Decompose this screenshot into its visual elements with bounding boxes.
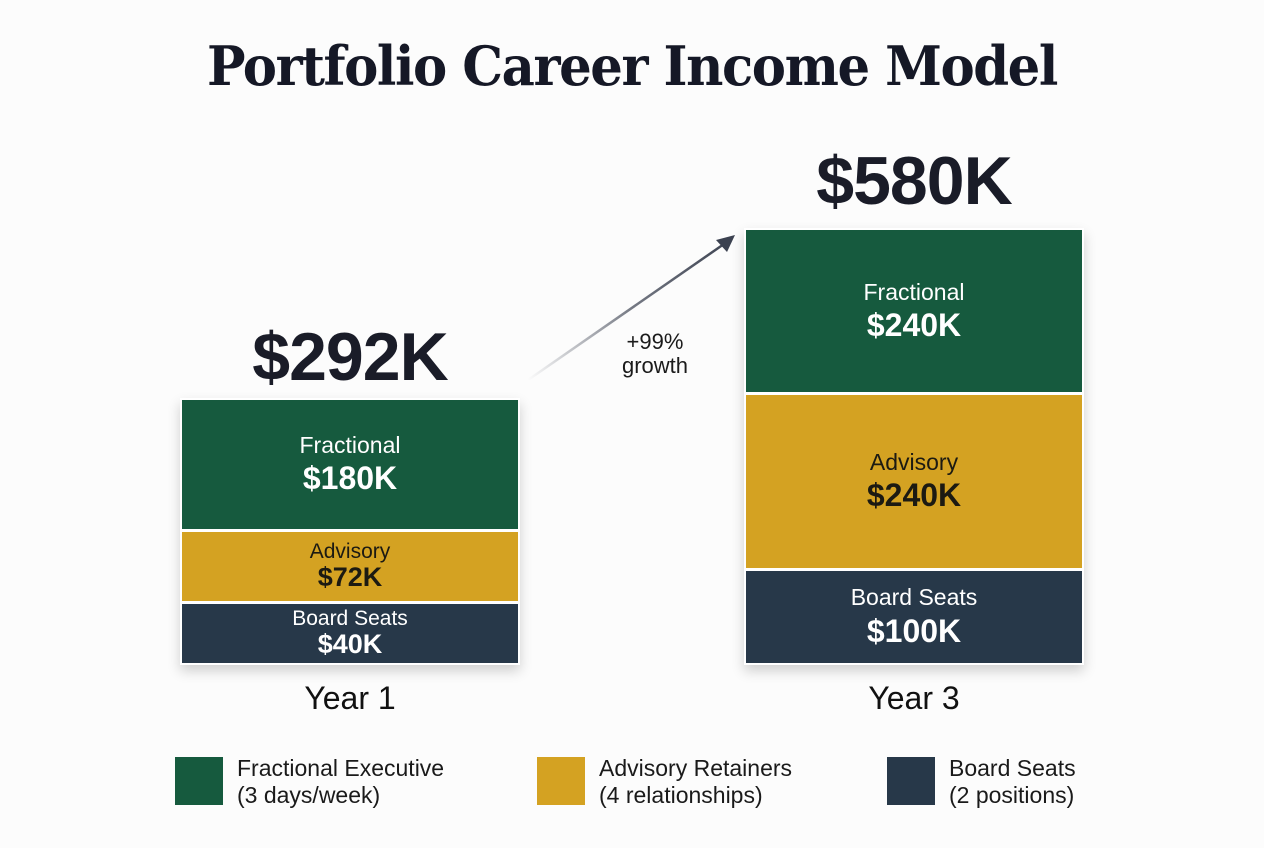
segment-label: Advisory <box>309 540 391 564</box>
segment-label: Board Seats <box>850 584 978 611</box>
legend-item-advisory: Advisory Retainers (4 relationships) <box>537 755 792 809</box>
growth-annotation: +99% growth <box>595 329 715 379</box>
legend-item-fractional: Fractional Executive (3 days/week) <box>175 755 444 809</box>
year1-bar: Fractional $180K Advisory $72K Board Sea… <box>180 398 520 665</box>
year3-segment-fractional: Fractional $240K <box>746 230 1082 393</box>
year3-segment-advisory: Advisory $240K <box>746 395 1082 568</box>
segment-value: $100K <box>866 612 962 649</box>
segment-value: $240K <box>866 306 962 343</box>
legend-sublabel: (4 relationships) <box>599 782 763 809</box>
legend-item-board: Board Seats (2 positions) <box>887 755 1076 809</box>
year3-total: $580K <box>816 143 1012 219</box>
growth-percent: +99% <box>626 329 684 354</box>
legend-sublabel: (2 positions) <box>949 782 1075 809</box>
segment-label: Fractional <box>863 278 965 305</box>
legend-swatch-fractional <box>175 757 223 805</box>
year3-label: Year 3 <box>868 680 960 716</box>
segment-value: $72K <box>317 562 383 593</box>
segment-value: $180K <box>302 460 398 497</box>
legend-label: Advisory Retainers <box>599 755 793 781</box>
year1-segment-board: Board Seats $40K <box>182 604 518 663</box>
year1-total: $292K <box>252 319 448 395</box>
legend-label: Board Seats <box>949 755 1076 781</box>
year1-segment-fractional: Fractional $180K <box>182 400 518 529</box>
legend-swatch-advisory <box>537 757 585 805</box>
segment-value: $40K <box>317 629 383 660</box>
year1-label: Year 1 <box>304 680 396 716</box>
legend-swatch-board <box>887 757 935 805</box>
segment-value: $240K <box>866 477 962 514</box>
chart-title: Portfolio Career Income Model <box>207 34 1058 98</box>
growth-word: growth <box>621 353 689 379</box>
segment-label: Board Seats <box>292 607 408 631</box>
year1-segment-advisory: Advisory $72K <box>182 532 518 601</box>
legend-label: Fractional Executive <box>237 755 445 781</box>
legend-sublabel: (3 days/week) <box>237 782 381 809</box>
segment-label: Advisory <box>869 448 959 475</box>
segment-label: Fractional <box>299 431 401 458</box>
year3-segment-board: Board Seats $100K <box>746 570 1082 664</box>
year3-bar: Fractional $240K Advisory $240K Board Se… <box>744 228 1084 665</box>
